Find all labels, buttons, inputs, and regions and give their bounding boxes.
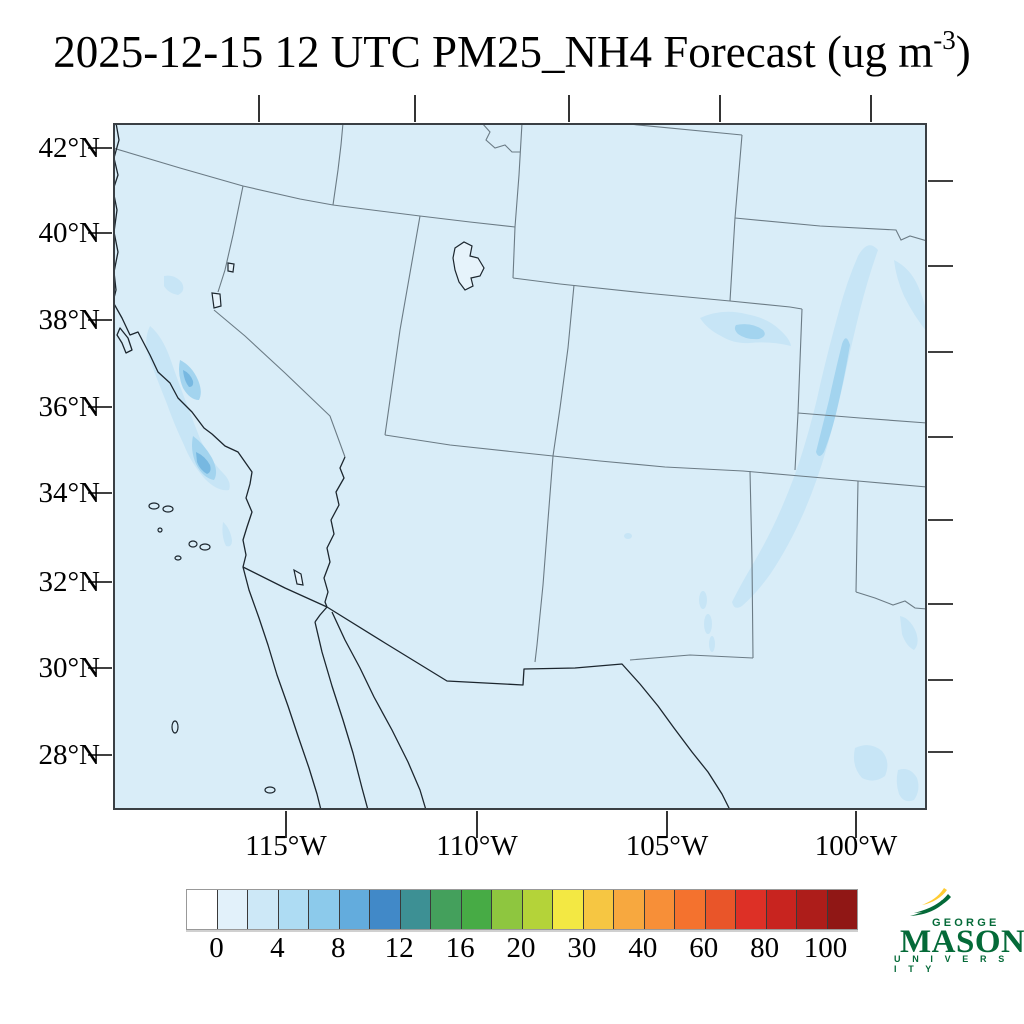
- lat-label-36n: 36°N: [38, 391, 100, 423]
- forecast-map: [113, 123, 927, 810]
- gmu-logo-university: U N I V E R S I T Y: [894, 954, 1009, 974]
- colorbar-cell-15: [644, 890, 675, 929]
- colorbar-cell-7: [400, 890, 431, 929]
- gmu-logo-george: GEORGE: [932, 917, 1000, 929]
- state-boundaries: [113, 123, 927, 663]
- colorbar: [186, 889, 858, 930]
- colorbar-cell-4: [309, 890, 340, 929]
- lon-label-100w: 100°W: [814, 830, 898, 862]
- lat-label-32n: 32°N: [38, 566, 100, 598]
- colorbar-tick-80: 80: [750, 932, 780, 964]
- lake-tahoe: [211, 292, 222, 309]
- lon-label-110w: 110°W: [436, 830, 518, 862]
- gmu-logo: GEORGE MASON U N I V E R S I T Y: [886, 888, 1024, 974]
- colorbar-tick-40: 40: [628, 932, 658, 964]
- colorbar-cell-10: [492, 890, 523, 929]
- lat-label-28n: 28°N: [38, 739, 100, 771]
- pyramid-lake: [227, 262, 235, 273]
- islands: [148, 502, 276, 794]
- gmu-flame-icon: [910, 888, 951, 916]
- colorbar-tick-100: 100: [803, 932, 848, 964]
- colorbar-cell-14: [614, 890, 645, 929]
- colorbar-tick-16: 16: [445, 932, 475, 964]
- figure-title-exponent: -3: [933, 25, 956, 55]
- lat-label-30n: 30°N: [38, 652, 100, 684]
- colorbar-cell-20: [797, 890, 828, 929]
- colorbar-cell-12: [553, 890, 584, 929]
- salton-sea: [293, 568, 304, 586]
- colorbar-tick-4: 4: [270, 932, 285, 964]
- colorbar-cell-8: [431, 890, 462, 929]
- colorbar-cell-21: [827, 890, 857, 929]
- colorbar-cell-16: [675, 890, 706, 929]
- colorbar-tick-8: 8: [331, 932, 346, 964]
- colorbar-tick-30: 30: [567, 932, 597, 964]
- colorbar-tick-0: 0: [209, 932, 224, 964]
- lat-label-38n: 38°N: [38, 304, 100, 336]
- figure-title-main: 2025-12-15 12 UTC PM25_NH4 Forecast (ug …: [53, 27, 934, 77]
- great-salt-lake: [452, 241, 485, 291]
- lon-label-105w: 105°W: [625, 830, 709, 862]
- colorbar-cell-13: [583, 890, 614, 929]
- lat-label-34n: 34°N: [38, 477, 100, 509]
- colorbar-cell-6: [370, 890, 401, 929]
- coastlines: [113, 123, 731, 810]
- figure-title: 2025-12-15 12 UTC PM25_NH4 Forecast (ug …: [0, 25, 1024, 78]
- colorbar-cell-19: [766, 890, 797, 929]
- colorbar-tick-60: 60: [689, 932, 719, 964]
- lon-label-115w: 115°W: [245, 830, 327, 862]
- colorbar-cell-1: [217, 890, 248, 929]
- colorbar-cell-3: [278, 890, 309, 929]
- colorbar-cell-0: [187, 890, 218, 929]
- lat-label-40n: 40°N: [38, 217, 100, 249]
- colorbar-cell-18: [736, 890, 767, 929]
- lakes: [211, 241, 485, 586]
- colorbar-cell-5: [339, 890, 370, 929]
- figure-title-close: ): [955, 27, 971, 77]
- colorbar-tick-12: 12: [384, 932, 414, 964]
- colorbar-cell-11: [522, 890, 553, 929]
- colorbar-cell-9: [461, 890, 492, 929]
- lat-label-42n: 42°N: [38, 132, 100, 164]
- colorbar-cell-2: [248, 890, 279, 929]
- colorbar-cell-17: [705, 890, 736, 929]
- colorbar-tick-20: 20: [506, 932, 536, 964]
- map-frame: [113, 123, 927, 810]
- gmu-logo-mason: MASON: [900, 924, 1024, 960]
